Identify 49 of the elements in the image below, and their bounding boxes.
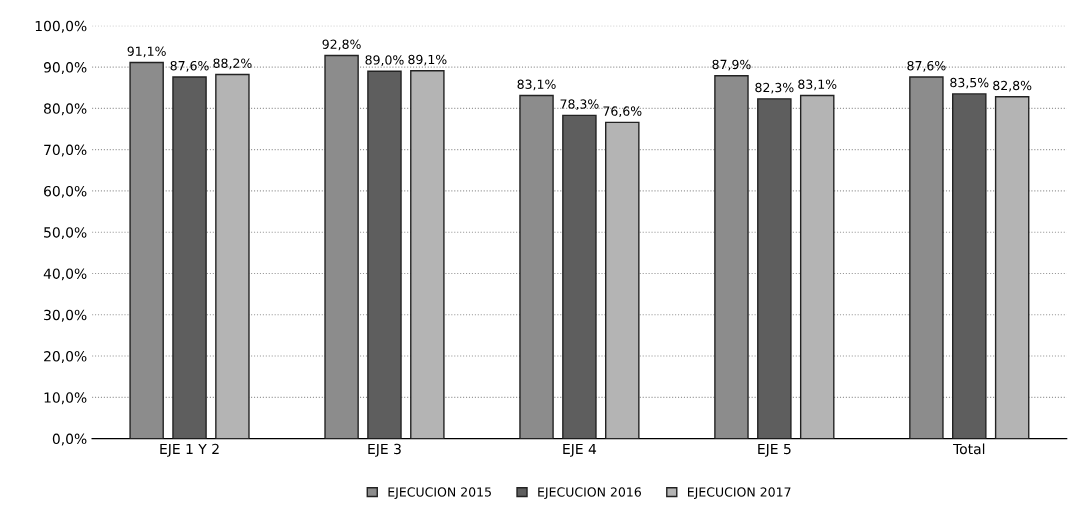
data-label: 91,1% (127, 46, 166, 58)
data-label: 87,9% (712, 59, 751, 71)
legend-label: EJECUCION 2015 (388, 487, 491, 499)
y-tick-label: 100,0% (35, 20, 87, 33)
data-label: 92,8% (322, 39, 361, 51)
data-label: 82,8% (993, 80, 1032, 92)
bar (714, 75, 749, 439)
y-tick-label: 0,0% (52, 433, 87, 446)
x-tick-label: EJE 3 (368, 443, 401, 457)
data-label: 78,3% (560, 99, 599, 111)
data-label: 89,1% (408, 54, 447, 66)
bar (799, 94, 835, 439)
bar (757, 98, 792, 439)
data-label: 89,0% (365, 55, 404, 66)
y-tick-label: 20,0% (44, 351, 87, 363)
bar (172, 76, 207, 439)
bar (129, 61, 164, 439)
data-label: 83,1% (517, 79, 556, 91)
y-tick-label: 30,0% (44, 309, 87, 322)
data-label: 87,6% (170, 60, 209, 72)
data-label: 88,2% (213, 58, 252, 70)
x-tick-label: EJE 4 (563, 443, 597, 457)
data-label: 83,5% (950, 77, 989, 89)
y-tick-label: 90,0% (43, 62, 87, 74)
bar (324, 54, 359, 439)
x-tick-label: EJE 5 (758, 443, 791, 457)
bar (410, 70, 445, 439)
x-tick-label: EJE 1 Y 2 (160, 443, 219, 457)
x-tick-label: Total (953, 443, 985, 455)
data-label: 82,3% (755, 82, 794, 94)
bar (952, 93, 987, 439)
legend-label: EJECUCION 2016 (538, 487, 641, 499)
data-label: 87,6% (907, 60, 946, 72)
y-tick-label: 10,0% (44, 392, 87, 405)
y-tick-label: 60,0% (44, 185, 87, 198)
bar (367, 70, 402, 439)
bar (994, 96, 1030, 439)
y-tick-label: 40,0% (43, 268, 87, 281)
bar (605, 121, 640, 439)
y-tick-label: 80,0% (44, 103, 87, 116)
bar (909, 76, 944, 439)
bar (215, 73, 250, 439)
bar (519, 94, 554, 439)
bar (562, 114, 597, 439)
data-label: 76,6% (603, 106, 642, 118)
y-tick-label: 70,0% (44, 144, 87, 157)
y-tick-label: 50,0% (44, 227, 87, 240)
legend-label: EJECUCION 2017 (688, 487, 791, 499)
data-label: 83,1% (798, 79, 837, 91)
